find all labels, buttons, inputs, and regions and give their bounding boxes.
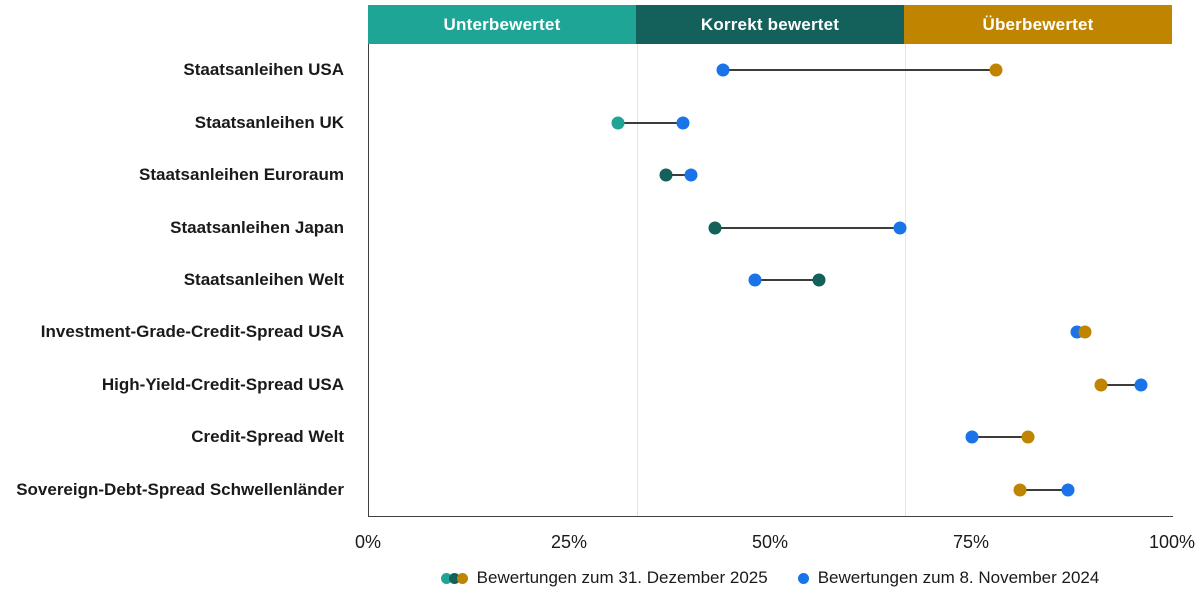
row-label: Credit-Spread Welt xyxy=(191,427,344,447)
row-label: Sovereign-Debt-Spread Schwellenländer xyxy=(16,479,344,499)
connector-line xyxy=(714,226,900,229)
x-tick-label: 25% xyxy=(550,532,588,552)
connector-line xyxy=(618,121,683,124)
row-label: Staatsanleihen Euroraum xyxy=(138,165,344,185)
connector-line xyxy=(1020,488,1069,491)
x-axis-ticks: 0% 25% 50% 75% 100% xyxy=(355,532,1195,556)
row-label: Staatsanleihen USA xyxy=(183,60,344,80)
legend-label-dez2025: Bewertungen zum 31. Dezember 2025 xyxy=(476,568,768,587)
dot-nov2024 xyxy=(1134,378,1148,392)
legend-item-dez2025: Bewertungen zum 31. Dezember 2025 xyxy=(440,568,768,588)
legend-dot-teal-icon xyxy=(440,572,452,584)
valuation-bands: Unterbewertet Korrekt bewertet Überbewerte… xyxy=(368,5,1172,44)
x-tick-label: 75% xyxy=(952,532,990,552)
connector-line xyxy=(754,279,820,281)
row-label: Staatsanleihen UK xyxy=(194,112,344,132)
dot-nov2024 xyxy=(1061,483,1075,497)
dot-nov2024 xyxy=(965,430,979,444)
dot-dez2025 xyxy=(989,63,1003,77)
row-label: Investment-Grade-Credit-Spread USA xyxy=(40,322,344,342)
legend-marker-2024 xyxy=(797,572,809,584)
dot-dez2025 xyxy=(1013,483,1027,497)
dot-dez2025 xyxy=(659,168,673,182)
legend-item-nov2024: Bewertungen zum 8. November 2024 xyxy=(797,568,1100,588)
band-label: Unterbewertet xyxy=(443,14,561,34)
dot-dez2025 xyxy=(611,116,625,130)
row-labels: Staatsanleihen USA Staatsanleihen UK Staat… xyxy=(0,44,356,516)
connector-line xyxy=(1100,383,1141,386)
connector-line xyxy=(972,436,1029,439)
dot-dez2025 xyxy=(1021,430,1035,444)
dot-nov2024 xyxy=(748,273,762,287)
legend-dot-gold-icon xyxy=(456,572,468,584)
dot-nov2024 xyxy=(893,221,907,235)
band-0: Unterbewertet xyxy=(368,5,636,44)
connector-line xyxy=(666,174,691,177)
dot-nov2024 xyxy=(716,63,730,77)
band-label: Korrekt bewertet xyxy=(700,14,840,34)
plot-body xyxy=(368,44,1173,517)
band-label: Überbewertet xyxy=(982,14,1094,34)
legend-label-nov2024: Bewertungen zum 8. November 2024 xyxy=(817,568,1100,587)
legend: Bewertungen zum 31. Dezember 2025 Bewert… xyxy=(368,568,1172,588)
connector-line xyxy=(722,69,997,72)
row-label: Staatsanleihen Japan xyxy=(170,217,344,237)
x-tick-label: 100% xyxy=(1148,532,1196,552)
x-tick-label: 50% xyxy=(751,532,789,552)
band-boundary-gridline xyxy=(905,44,907,516)
legend-marker-2025 xyxy=(440,572,468,584)
x-tick-label: 0% xyxy=(354,532,382,552)
row-label: High-Yield-Credit-Spread USA xyxy=(101,374,344,394)
band-1: Korrekt bewertet xyxy=(635,5,905,44)
band-2: Überbewertet xyxy=(904,5,1172,44)
dot-nov2024 xyxy=(684,168,698,182)
band-boundary-gridline xyxy=(636,44,638,516)
row-label: Staatsanleihen Welt xyxy=(183,270,344,289)
dot-dez2025 xyxy=(812,273,826,287)
dot-dez2025 xyxy=(1094,378,1108,392)
legend-dot-darkteal-icon xyxy=(448,572,460,584)
dot-dez2025 xyxy=(1078,325,1092,339)
dot-nov2024 xyxy=(676,116,690,130)
dot-dez2025 xyxy=(708,221,722,235)
